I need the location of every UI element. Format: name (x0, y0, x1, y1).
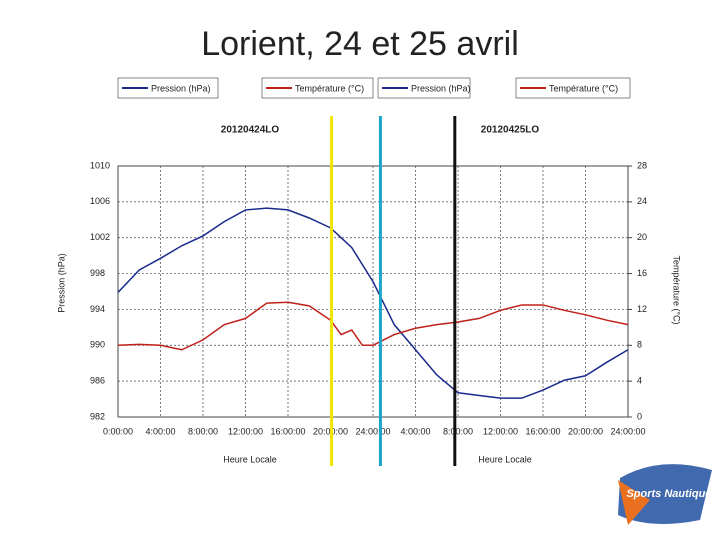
legend-label: Pression (hPa) (151, 83, 211, 93)
legend-box (117, 77, 219, 99)
series-line (117, 301, 629, 351)
y2-axis-label: Température (°C) (672, 255, 682, 324)
y2-tick-label: 24 (637, 196, 647, 206)
legend-label: Pression (hPa) (411, 83, 471, 93)
x-axis-label: Heure Locale (478, 454, 532, 464)
legend-box (377, 77, 471, 99)
x-tick-label: 4:00:00 (145, 426, 175, 436)
logo-accent (618, 480, 650, 525)
panel-title: 20120425LO (481, 125, 540, 136)
logo: Sports Nautiques (618, 464, 718, 525)
y-tick-label: 994 (90, 304, 105, 314)
legend-box (261, 77, 374, 99)
y-tick-label: 986 (90, 376, 105, 386)
y2-tick-label: 20 (637, 232, 647, 242)
x-axis-label: Heure Locale (223, 454, 277, 464)
panel-title: 20120424LO (221, 125, 280, 136)
y-tick-label: 990 (90, 340, 105, 350)
x-tick-label: 12:00:00 (483, 426, 518, 436)
x-tick-label: 8:00:00 (188, 426, 218, 436)
x-tick-label: 16:00:00 (270, 426, 305, 436)
y-tick-label: 998 (90, 268, 105, 278)
y-axis-label: Pression (hPa) (56, 253, 66, 313)
logo-text: Sports Nautiques (626, 488, 717, 500)
y-tick-label: 982 (90, 411, 105, 421)
legend-box (515, 77, 631, 99)
y2-tick-label: 4 (637, 376, 642, 386)
series-line (117, 207, 629, 399)
legend-label: Température (°C) (549, 83, 618, 93)
y-tick-label: 1010 (90, 160, 110, 170)
legend-label: Température (°C) (295, 83, 364, 93)
slide-title: Lorient, 24 et 25 avril (201, 25, 519, 63)
x-tick-label: 24:00:00 (610, 426, 645, 436)
x-tick-label: 4:00:00 (400, 426, 430, 436)
y2-tick-label: 0 (637, 411, 642, 421)
y2-tick-label: 12 (637, 304, 647, 314)
x-tick-label: 0:00:00 (103, 426, 133, 436)
y2-tick-label: 28 (637, 160, 647, 170)
x-tick-label: 12:00:00 (228, 426, 263, 436)
x-tick-label: 16:00:00 (525, 426, 560, 436)
y-tick-label: 1006 (90, 196, 110, 206)
y2-tick-label: 8 (637, 340, 642, 350)
x-tick-label: 8:00:00 (443, 426, 473, 436)
y2-tick-label: 16 (637, 268, 647, 278)
x-tick-label: 24:00:00 (355, 426, 390, 436)
x-tick-label: 20:00:00 (568, 426, 603, 436)
y-tick-label: 1002 (90, 232, 110, 242)
